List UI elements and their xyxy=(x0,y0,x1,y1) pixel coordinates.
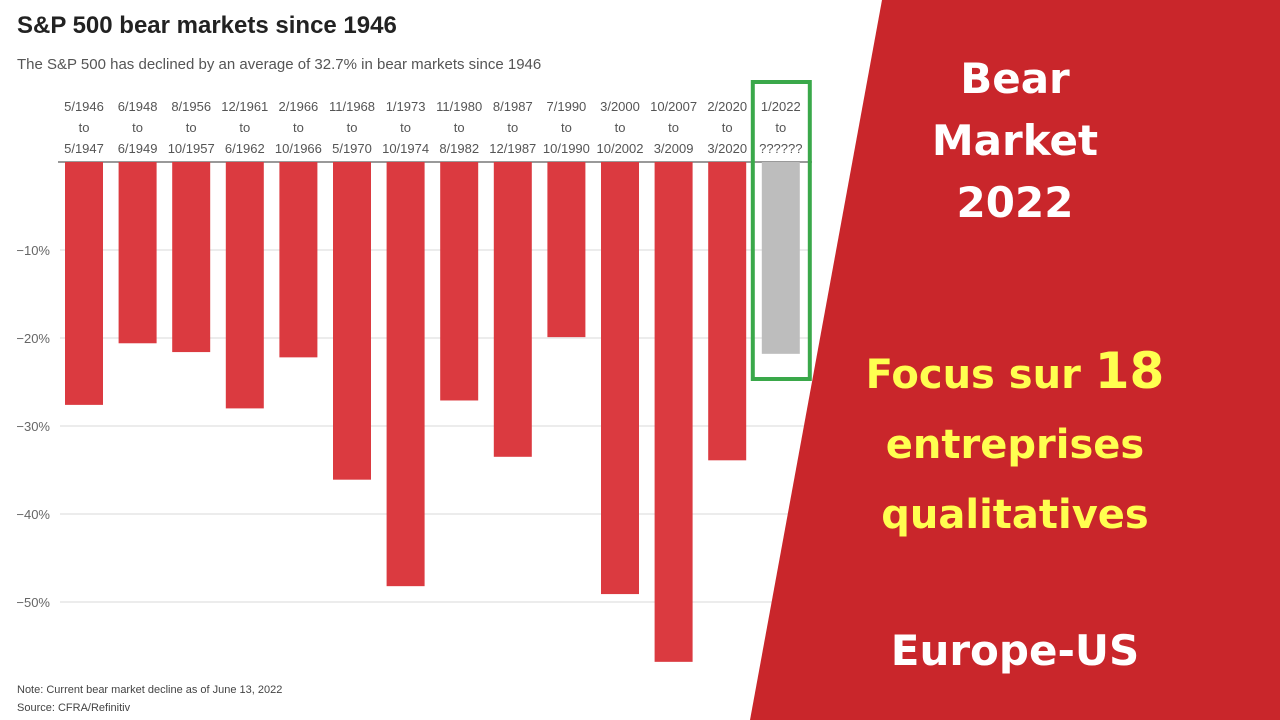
category-label: to xyxy=(79,120,90,135)
category-label: 10/1974 xyxy=(382,141,429,156)
category-label: 5/1947 xyxy=(64,141,104,156)
category-label: 8/1982 xyxy=(439,141,479,156)
chart-subtitle: The S&P 500 has declined by an average o… xyxy=(17,56,542,73)
category-label: 10/2002 xyxy=(597,141,644,156)
category-label: to xyxy=(454,120,465,135)
category-label: to xyxy=(186,120,197,135)
y-tick-label: −10% xyxy=(16,243,50,258)
category-label: 10/1990 xyxy=(543,141,590,156)
bar xyxy=(172,162,211,353)
category-label: to xyxy=(722,120,733,135)
category-label: to xyxy=(347,120,358,135)
category-label: 6/1948 xyxy=(118,99,158,114)
category-label: 3/2000 xyxy=(600,99,640,114)
category-label: 11/1968 xyxy=(329,99,375,114)
category-label: to xyxy=(132,120,143,135)
category-label: 3/2009 xyxy=(654,141,694,156)
focus-line-2: entreprises xyxy=(885,422,1145,468)
category-label: 11/1980 xyxy=(436,99,482,114)
category-label: 5/1946 xyxy=(64,99,104,114)
category-label: to xyxy=(507,120,518,135)
bar xyxy=(279,162,318,358)
bar xyxy=(493,162,532,457)
bar xyxy=(601,162,639,595)
category-label: to xyxy=(668,120,679,135)
category-label: 12/1987 xyxy=(489,141,536,156)
bar xyxy=(708,162,747,461)
focus-line-1: Focus sur 18 xyxy=(850,336,1180,410)
bar xyxy=(386,162,425,587)
bar xyxy=(333,162,371,480)
category-label: to xyxy=(561,120,572,135)
category-label: to xyxy=(400,120,411,135)
category-label: 6/1949 xyxy=(118,141,158,156)
region-text: Europe-US xyxy=(890,626,1140,675)
category-label: 8/1956 xyxy=(171,99,211,114)
focus-number: 18 xyxy=(1094,342,1165,400)
category-label: to xyxy=(775,120,786,135)
category-label: 5/1970 xyxy=(332,141,372,156)
chart-source: Source: CFRA/Refinitiv xyxy=(17,702,131,714)
category-label: to xyxy=(615,120,626,135)
category-label: 2/1966 xyxy=(279,99,319,114)
category-label: 12/1961 xyxy=(221,99,268,114)
focus-text: Focus sur 18 entreprises qualitatives xyxy=(850,336,1180,550)
category-label: 10/2007 xyxy=(650,99,697,114)
category-label: 6/1962 xyxy=(225,141,265,156)
category-label: 8/1987 xyxy=(493,99,533,114)
bar-chart: −10% −20% −30% −40% −50% 5/1946 to 5/1947 6/1948… xyxy=(16,80,812,662)
category-label: 1/2022 xyxy=(761,99,801,114)
bear-title-line-2: Market xyxy=(931,116,1099,165)
category-label: ?????? xyxy=(759,141,802,156)
bar xyxy=(761,162,800,354)
bar xyxy=(654,162,693,662)
bar xyxy=(65,162,103,405)
y-tick-label: −50% xyxy=(16,595,50,610)
bar xyxy=(225,162,264,409)
y-tick-label: −30% xyxy=(16,419,50,434)
bear-title-line-1: Bear xyxy=(960,54,1070,103)
category-label: 10/1966 xyxy=(275,141,322,156)
category-label: 10/1957 xyxy=(168,141,215,156)
chart-title: S&P 500 bear markets since 1946 xyxy=(17,12,397,39)
category-label: to xyxy=(293,120,304,135)
chart-note: Note: Current bear market decline as of … xyxy=(17,684,283,696)
bar xyxy=(547,162,586,338)
bar xyxy=(118,162,157,344)
category-label: 2/2020 xyxy=(707,99,747,114)
bear-market-title: Bear Market 2022 xyxy=(850,48,1180,234)
y-tick-label: −20% xyxy=(16,331,50,346)
bear-title-line-3: 2022 xyxy=(956,178,1074,227)
focus-line-3: qualitatives xyxy=(881,492,1149,538)
category-label: 1/1973 xyxy=(386,99,426,114)
bar xyxy=(440,162,479,401)
category-label: to xyxy=(239,120,250,135)
category-label: 7/1990 xyxy=(547,99,587,114)
category-label: 3/2020 xyxy=(707,141,747,156)
y-tick-label: −40% xyxy=(16,507,50,522)
focus-prefix: Focus sur xyxy=(865,352,1095,398)
